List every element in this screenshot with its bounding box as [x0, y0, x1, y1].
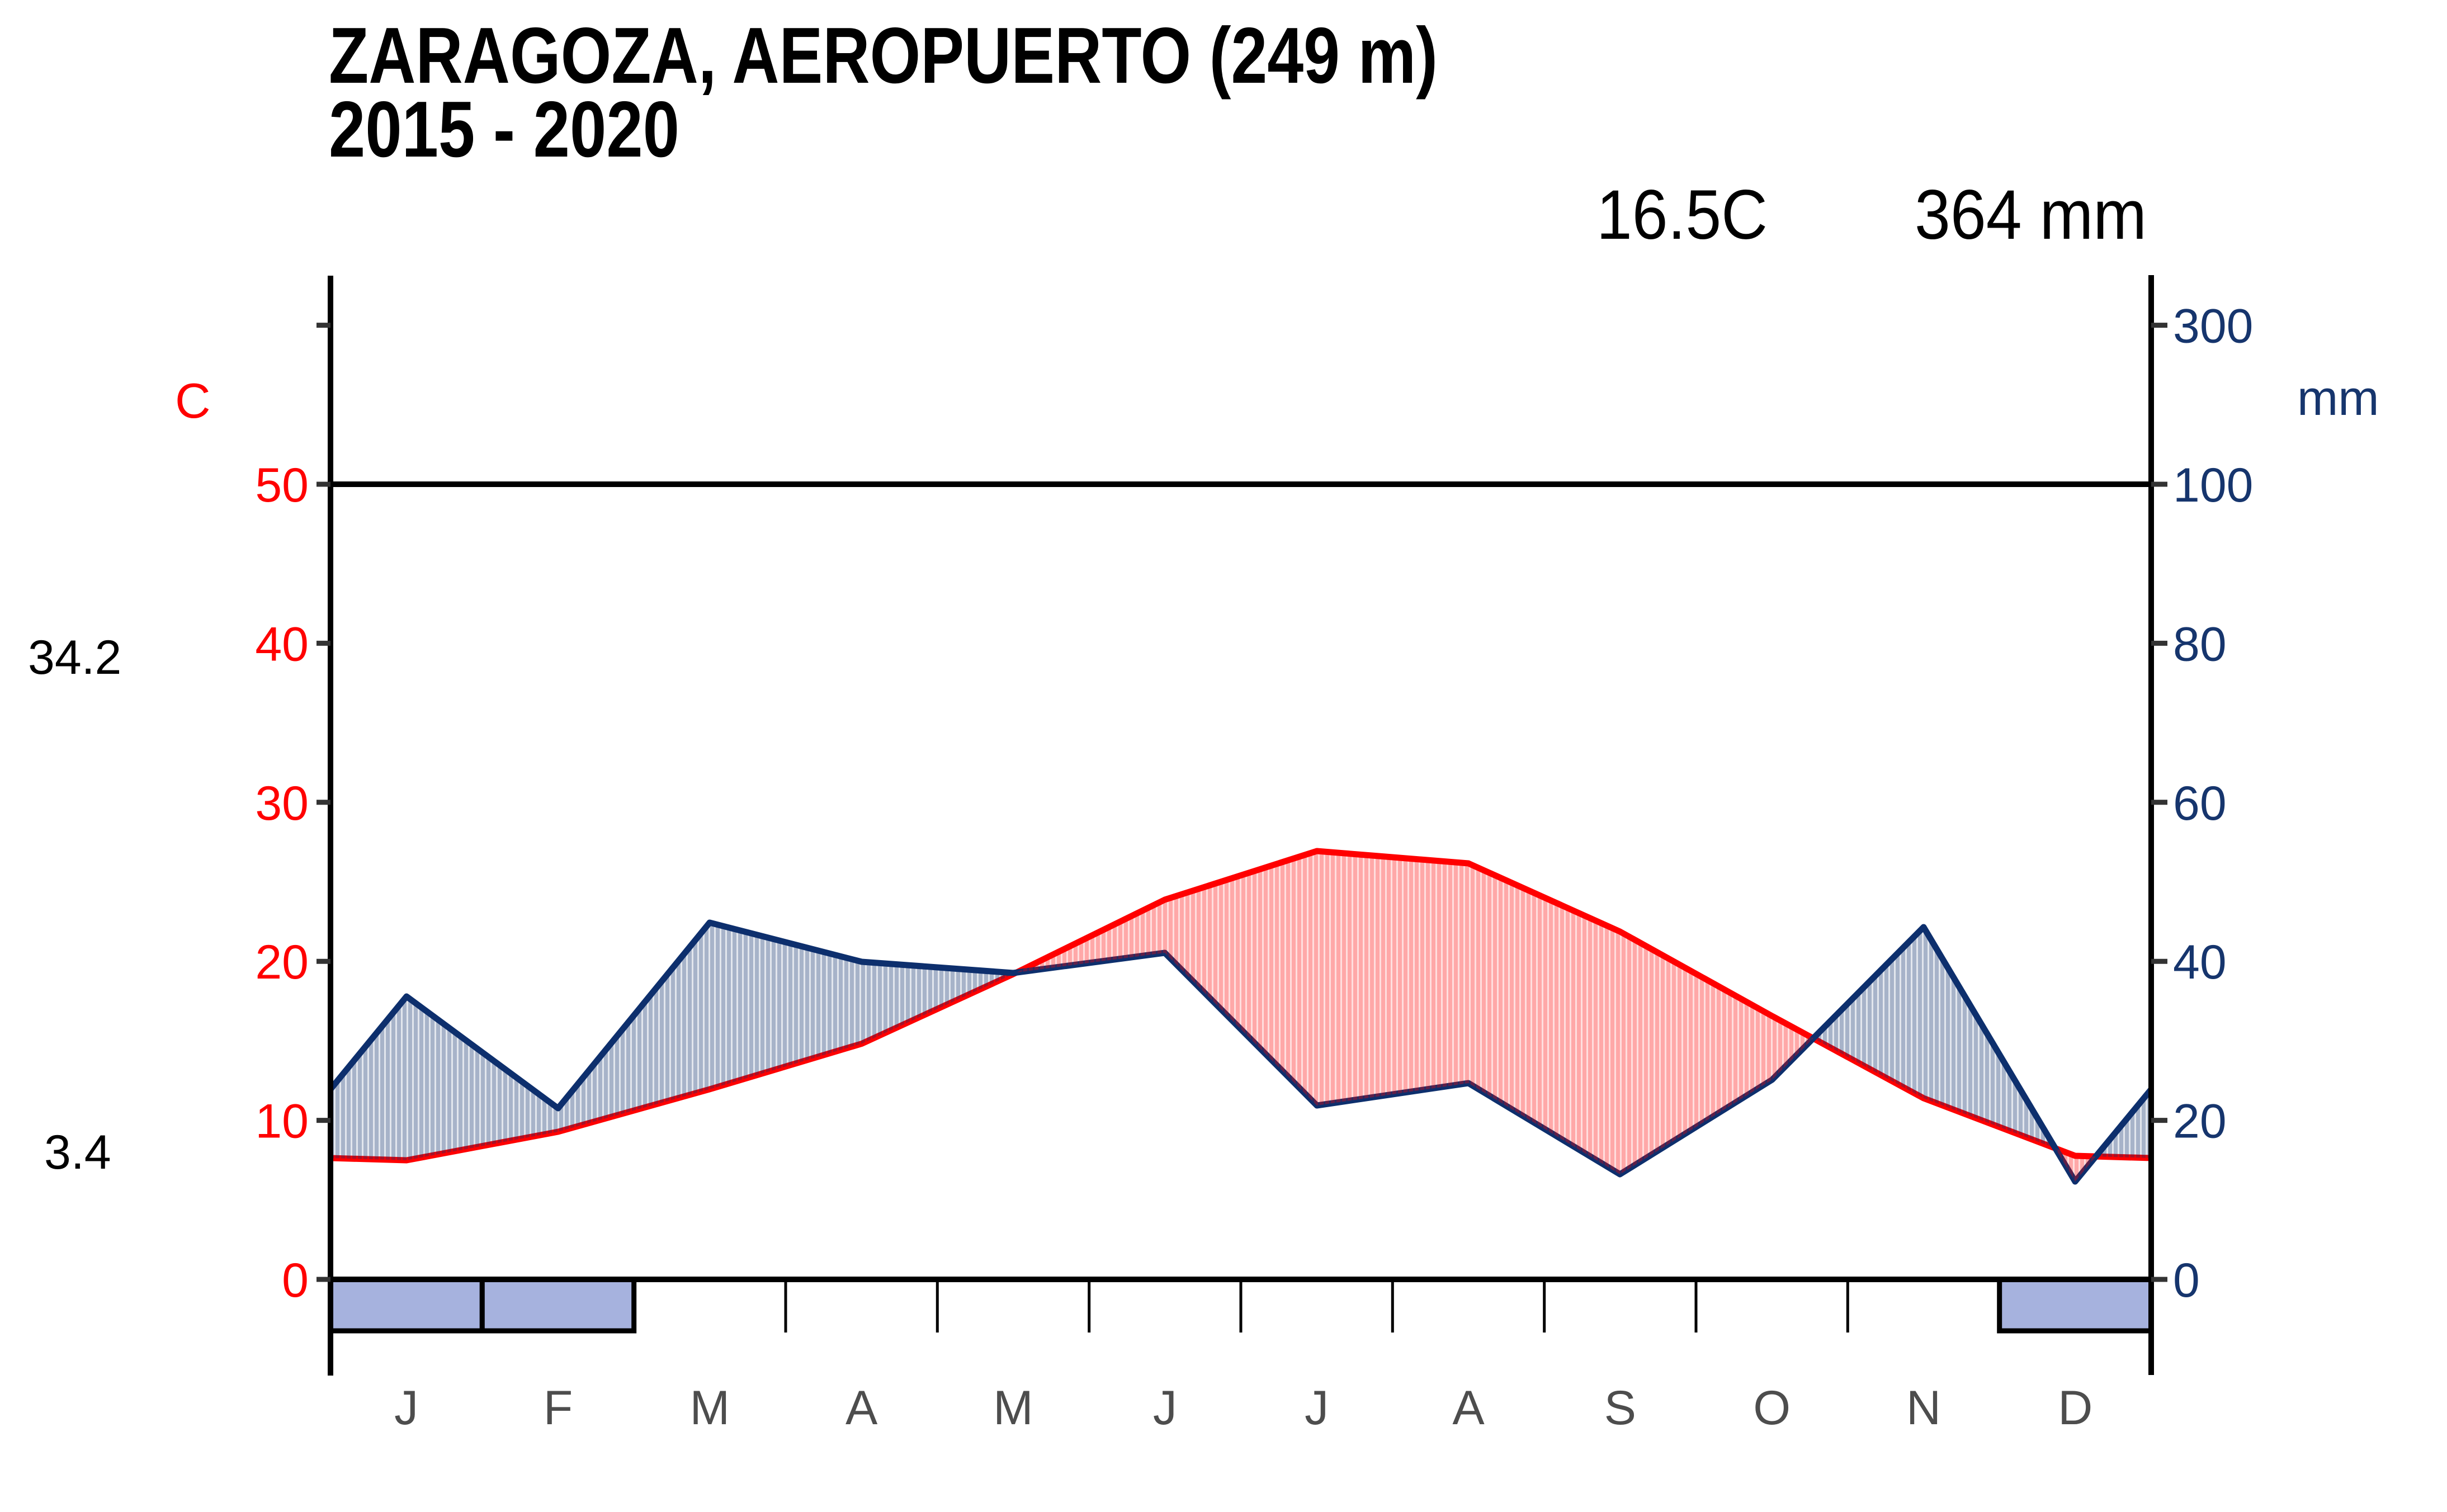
svg-text:S: S: [1604, 1381, 1636, 1435]
svg-text:C: C: [175, 373, 211, 428]
svg-text:D: D: [2058, 1381, 2092, 1435]
svg-text:3.4: 3.4: [44, 1126, 111, 1179]
svg-text:mm: mm: [2297, 370, 2379, 426]
svg-text:J: J: [394, 1381, 418, 1435]
svg-text:40: 40: [255, 617, 309, 671]
svg-text:100: 100: [2173, 459, 2254, 512]
svg-text:30: 30: [255, 777, 309, 830]
svg-text:O: O: [1753, 1381, 1791, 1435]
svg-text:A: A: [845, 1381, 878, 1435]
svg-text:M: M: [690, 1381, 730, 1435]
svg-text:300: 300: [2173, 300, 2254, 353]
svg-text:50: 50: [255, 459, 309, 512]
svg-text:0: 0: [2173, 1254, 2200, 1307]
svg-text:16.5C: 16.5C: [1596, 176, 1768, 254]
svg-text:20: 20: [2173, 1095, 2227, 1149]
svg-text:ZARAGOZA, AEROPUERTO (249 m): ZARAGOZA, AEROPUERTO (249 m): [329, 11, 1438, 100]
svg-text:2015 - 2020: 2015 - 2020: [329, 85, 679, 174]
svg-text:M: M: [993, 1381, 1033, 1435]
svg-text:A: A: [1452, 1381, 1485, 1435]
svg-text:10: 10: [255, 1095, 309, 1149]
svg-text:J: J: [1305, 1381, 1329, 1435]
svg-text:F: F: [544, 1381, 573, 1435]
svg-text:N: N: [1906, 1381, 1941, 1435]
svg-text:J: J: [1153, 1381, 1177, 1435]
svg-text:0: 0: [282, 1254, 309, 1307]
svg-text:34.2: 34.2: [28, 631, 121, 684]
svg-text:40: 40: [2173, 935, 2227, 989]
svg-text:80: 80: [2173, 617, 2227, 671]
svg-text:60: 60: [2173, 777, 2227, 830]
svg-text:20: 20: [255, 935, 309, 989]
svg-text:364 mm: 364 mm: [1915, 176, 2147, 254]
